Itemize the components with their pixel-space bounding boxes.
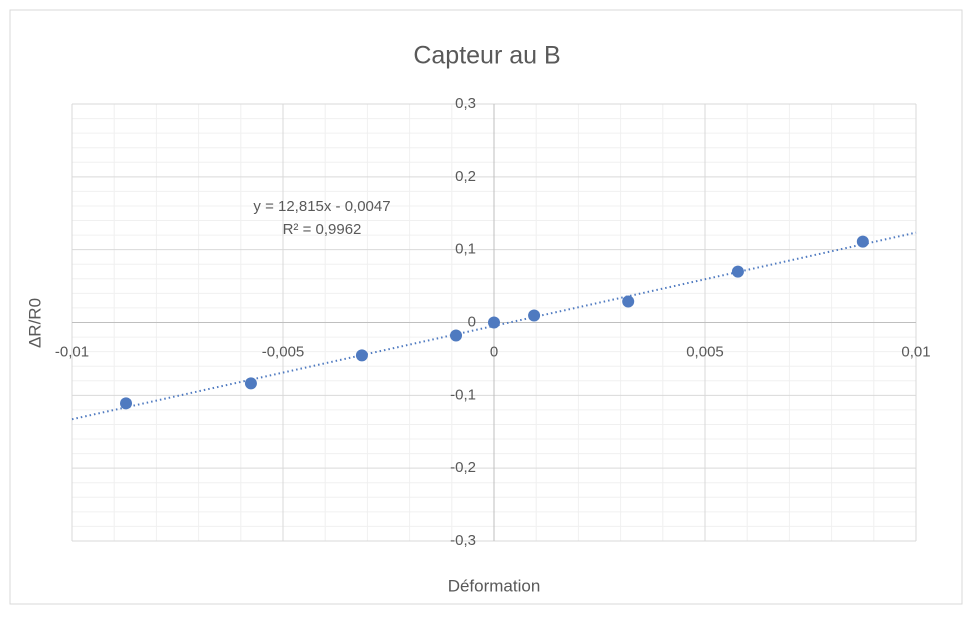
- trendline-r-squared: R² = 0,9962: [283, 221, 362, 238]
- y-axis-title: ΔR/R0: [25, 298, 44, 348]
- x-tick-label: 0,01: [901, 343, 930, 360]
- data-point: [528, 309, 541, 322]
- x-tick-label: 0,005: [686, 343, 724, 360]
- y-tick-label: 0,1: [455, 241, 476, 258]
- chart-border: [9, 9, 963, 605]
- data-point: [488, 316, 500, 329]
- x-tick-label: 0: [490, 343, 498, 360]
- x-axis-title: Déformation: [448, 576, 541, 595]
- data-point: [355, 349, 368, 362]
- data-point: [450, 329, 463, 342]
- chart-title: Capteur au B: [413, 42, 560, 70]
- trendline-equation: y = 12,815x - 0,0047: [253, 198, 390, 215]
- y-tick-label: 0,2: [455, 168, 476, 185]
- x-tick-label: -0,005: [262, 343, 305, 360]
- y-tick-label: 0,3: [455, 95, 476, 112]
- y-tick-label: -0,2: [450, 459, 476, 476]
- data-point: [731, 265, 744, 278]
- data-point: [244, 377, 257, 390]
- x-tick-label: -0,01: [55, 343, 89, 360]
- y-tick-label: 0: [468, 313, 476, 330]
- data-point: [120, 397, 133, 410]
- data-point: [622, 295, 635, 308]
- grid: [71, 103, 917, 542]
- data-point: [856, 235, 869, 248]
- y-tick-label: -0,3: [450, 532, 476, 549]
- y-tick-label: -0,1: [450, 386, 476, 403]
